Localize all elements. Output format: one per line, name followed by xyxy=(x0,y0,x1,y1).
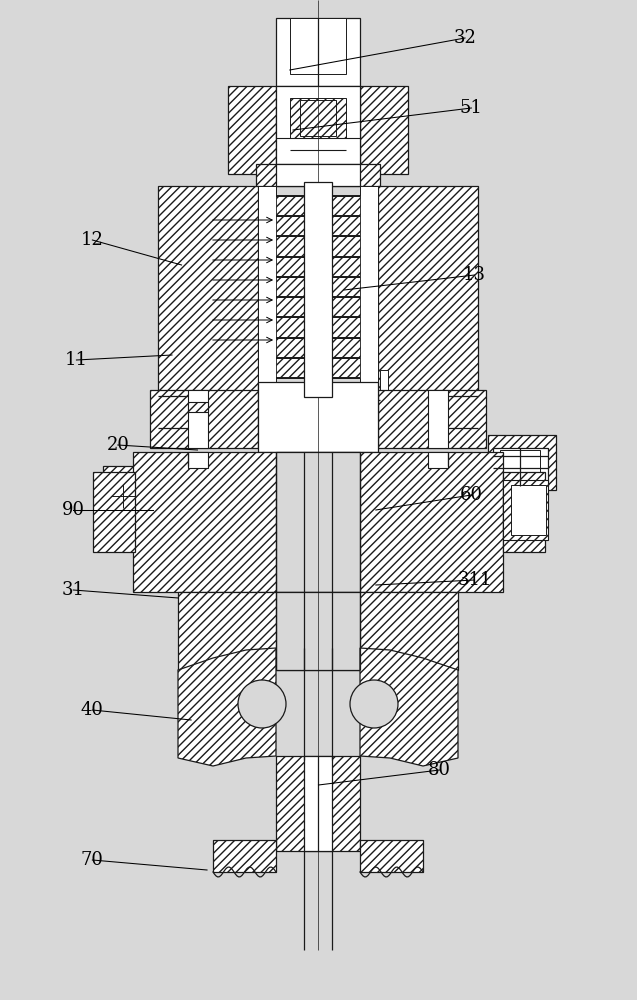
Text: 51: 51 xyxy=(460,99,483,117)
Bar xyxy=(503,472,545,552)
Circle shape xyxy=(238,680,286,728)
Text: 13: 13 xyxy=(463,266,486,284)
Bar xyxy=(178,592,458,670)
Bar xyxy=(276,338,360,358)
Bar xyxy=(380,370,388,400)
Bar xyxy=(276,216,360,236)
Bar xyxy=(360,840,423,872)
Text: 12: 12 xyxy=(81,231,104,249)
Bar xyxy=(93,472,135,552)
Text: 11: 11 xyxy=(65,351,88,369)
Bar xyxy=(500,450,540,482)
Bar xyxy=(428,390,448,448)
Bar xyxy=(258,382,378,452)
Text: 60: 60 xyxy=(460,486,483,504)
Bar xyxy=(258,186,276,396)
Bar xyxy=(493,448,548,486)
Bar xyxy=(213,840,276,872)
Bar xyxy=(304,182,332,397)
Bar xyxy=(276,756,360,851)
Bar xyxy=(378,390,486,448)
Bar xyxy=(290,98,346,138)
Bar xyxy=(276,277,360,297)
Text: 20: 20 xyxy=(106,436,129,454)
Text: 80: 80 xyxy=(428,761,451,779)
Bar xyxy=(103,466,138,516)
Circle shape xyxy=(107,480,139,512)
Bar xyxy=(188,390,208,448)
Text: 31: 31 xyxy=(62,581,85,599)
Bar xyxy=(276,358,360,378)
Bar xyxy=(150,390,258,448)
Bar xyxy=(511,485,546,535)
Circle shape xyxy=(350,680,398,728)
Bar xyxy=(276,86,360,174)
Bar xyxy=(290,18,346,74)
Bar xyxy=(276,257,360,277)
Bar xyxy=(276,452,360,592)
Bar xyxy=(158,186,258,396)
Bar xyxy=(276,317,360,338)
Bar xyxy=(360,186,378,396)
Bar xyxy=(276,236,360,257)
Text: 32: 32 xyxy=(454,29,476,47)
Bar xyxy=(276,297,360,317)
Bar xyxy=(378,186,478,396)
Bar xyxy=(276,18,360,86)
Polygon shape xyxy=(360,648,458,766)
Bar xyxy=(108,472,132,510)
Bar xyxy=(428,452,448,468)
Bar xyxy=(304,756,332,851)
Bar xyxy=(276,592,360,670)
Polygon shape xyxy=(178,648,276,766)
Bar xyxy=(188,402,208,412)
Bar xyxy=(256,164,380,186)
Bar xyxy=(360,86,408,174)
Text: 311: 311 xyxy=(457,571,492,589)
Bar xyxy=(276,164,360,186)
Text: 70: 70 xyxy=(81,851,104,869)
Bar xyxy=(228,86,276,174)
Bar xyxy=(503,480,548,540)
Bar xyxy=(276,196,360,216)
Bar xyxy=(300,100,336,136)
Bar xyxy=(133,452,503,592)
Text: 90: 90 xyxy=(62,501,85,519)
Text: 40: 40 xyxy=(81,701,104,719)
Bar xyxy=(488,435,556,490)
Bar xyxy=(188,452,208,468)
